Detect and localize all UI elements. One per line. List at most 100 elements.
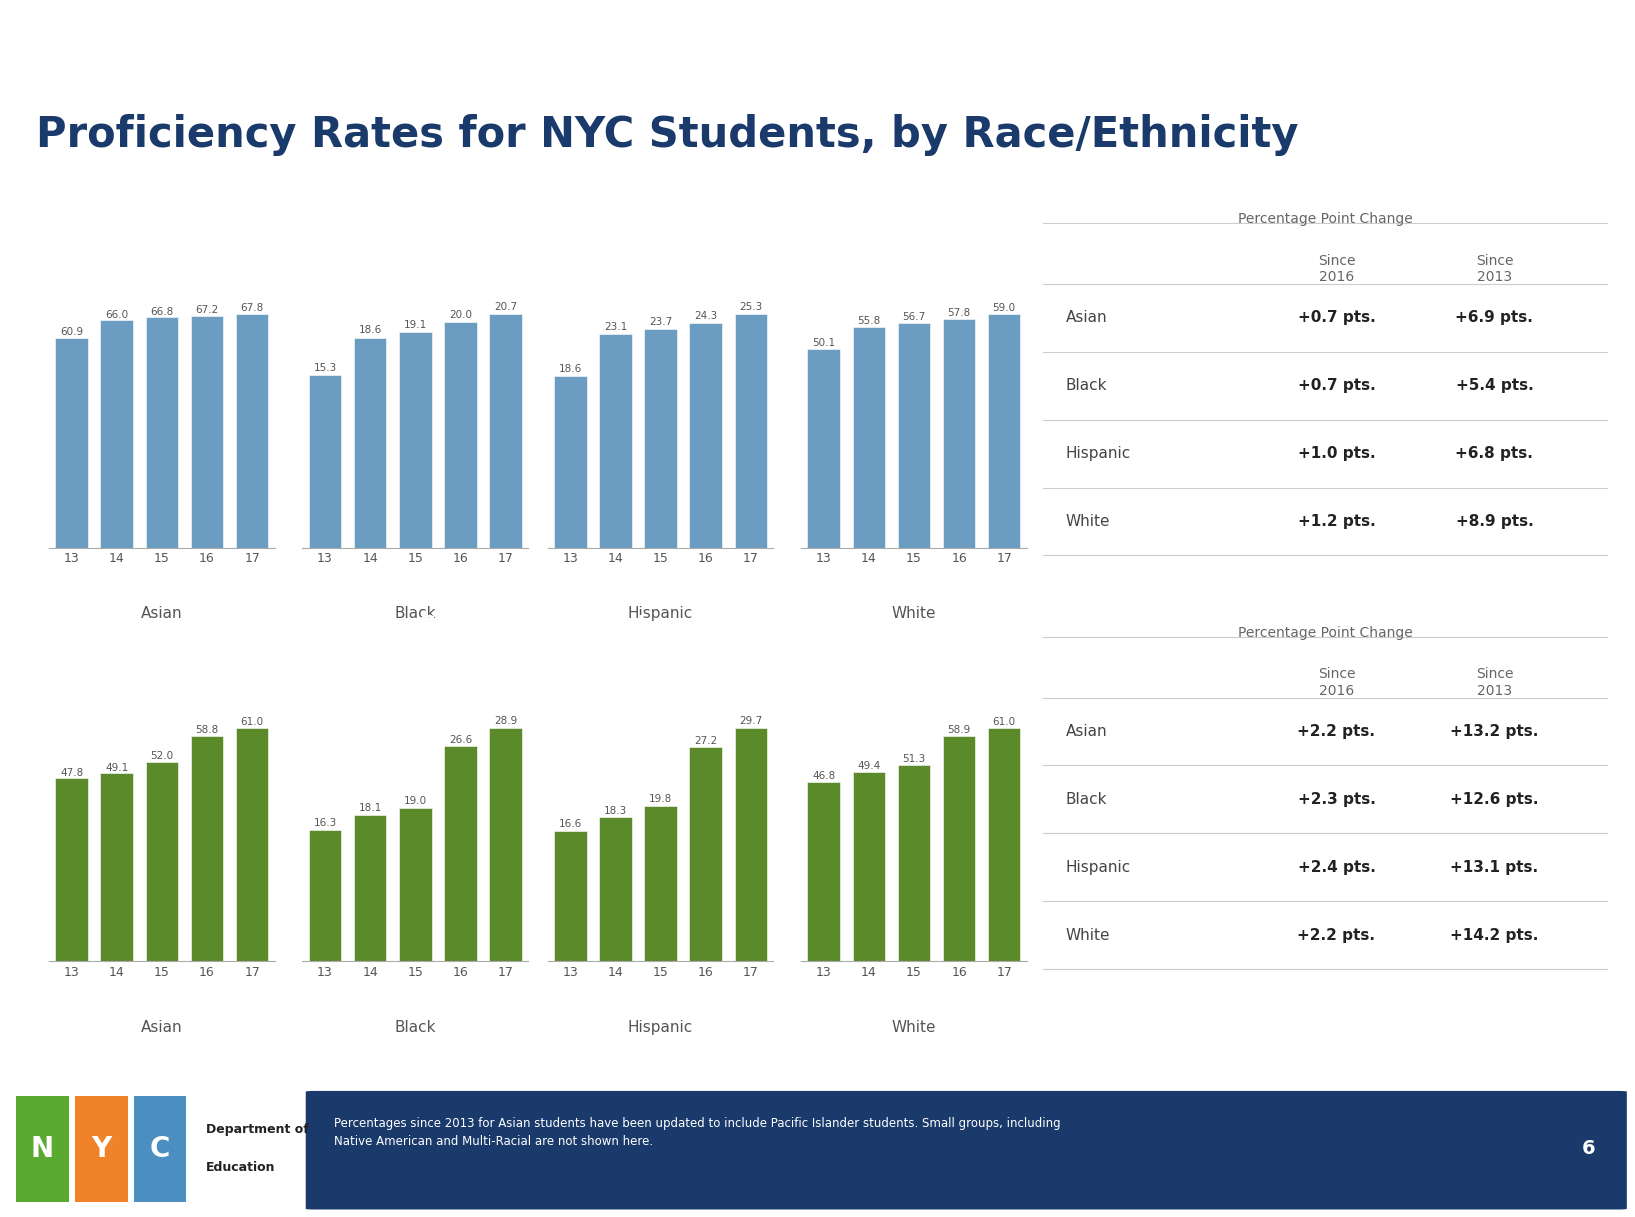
Text: 28.9: 28.9 [494,716,517,727]
Text: Since
2013: Since 2013 [1476,253,1512,284]
Text: Grades 3-8 English: Grades 3-8 English [417,615,654,635]
Bar [554,376,587,548]
Text: White: White [891,1020,937,1034]
Text: +5.4 pts.: +5.4 pts. [1455,378,1534,393]
Text: 16.6: 16.6 [559,819,582,829]
Text: 67.8: 67.8 [240,303,263,313]
Text: N: N [31,1134,54,1163]
Bar [808,349,840,548]
Text: Percentages since 2013 for Asian students have been updated to include Pacific I: Percentages since 2013 for Asian student… [334,1117,1059,1148]
Text: Department of: Department of [206,1123,309,1137]
Text: 16.3: 16.3 [314,818,337,828]
Text: 67.2: 67.2 [195,305,219,315]
Text: Since
2013: Since 2013 [1476,667,1512,697]
Text: 15.3: 15.3 [314,363,337,372]
Bar [100,320,132,548]
Text: 25.3: 25.3 [739,302,762,312]
Text: Since
2016: Since 2016 [1318,667,1355,697]
Text: 19.0: 19.0 [404,796,427,806]
FancyBboxPatch shape [306,1090,1627,1210]
Bar [489,314,522,548]
Text: 50.1: 50.1 [813,338,835,348]
Bar [235,314,268,548]
Text: Black: Black [1066,792,1107,807]
Text: 52.0: 52.0 [150,751,173,762]
Bar [309,375,342,548]
Bar [146,318,178,548]
Text: Proficiency Rates for NYC Students, by Race/Ethnicity: Proficiency Rates for NYC Students, by R… [36,113,1298,156]
Text: 60.9: 60.9 [60,327,83,337]
Bar [734,728,767,961]
Bar [399,332,432,548]
Text: 18.6: 18.6 [559,364,582,374]
FancyBboxPatch shape [16,1095,69,1202]
Bar [353,815,386,961]
Text: Asian: Asian [141,606,183,621]
Text: 46.8: 46.8 [813,772,835,781]
Text: 24.3: 24.3 [693,312,718,321]
Text: 49.4: 49.4 [857,762,881,772]
Bar [399,808,432,961]
Bar [445,746,477,961]
FancyBboxPatch shape [75,1095,128,1202]
Text: White: White [1066,927,1110,943]
Text: +2.4 pts.: +2.4 pts. [1298,860,1375,875]
Bar [852,773,885,961]
Text: +14.2 pts.: +14.2 pts. [1450,927,1539,943]
Text: +6.9 pts.: +6.9 pts. [1455,310,1534,325]
Text: 23.1: 23.1 [603,323,628,332]
Text: 55.8: 55.8 [857,316,881,326]
Text: Black: Black [394,606,437,621]
Text: 59.0: 59.0 [992,303,1015,313]
Bar [445,321,477,548]
Text: 20.7: 20.7 [494,302,517,312]
Text: +6.8 pts.: +6.8 pts. [1455,447,1534,461]
Text: +2.3 pts.: +2.3 pts. [1298,792,1375,807]
Bar [943,736,976,961]
Text: 61.0: 61.0 [992,717,1015,727]
Bar [598,335,631,548]
Text: 18.1: 18.1 [358,803,383,813]
Text: Education: Education [206,1161,276,1174]
Text: Since
2016: Since 2016 [1318,253,1355,284]
Text: 27.2: 27.2 [693,736,718,746]
Text: 19.8: 19.8 [649,793,672,804]
Text: +13.1 pts.: +13.1 pts. [1450,860,1539,875]
Text: +0.7 pts.: +0.7 pts. [1298,378,1375,393]
Text: 18.3: 18.3 [603,806,628,815]
Text: +8.9 pts.: +8.9 pts. [1455,514,1534,529]
Text: +1.0 pts.: +1.0 pts. [1298,447,1375,461]
Text: 66.8: 66.8 [150,307,173,316]
Bar [56,779,88,961]
Text: +12.6 pts.: +12.6 pts. [1450,792,1539,807]
Text: Hispanic: Hispanic [1066,447,1131,461]
Bar [235,728,268,961]
Text: 26.6: 26.6 [448,735,473,745]
Text: +13.2 pts.: +13.2 pts. [1450,724,1539,739]
Text: Hispanic: Hispanic [628,1020,693,1034]
Text: 23.7: 23.7 [649,316,672,327]
Text: Hispanic: Hispanic [1066,860,1131,875]
Bar [100,773,132,961]
Text: White: White [1066,514,1110,529]
Bar [191,316,224,548]
Text: Y: Y [92,1134,111,1163]
Text: 20.0: 20.0 [450,309,473,320]
Text: 47.8: 47.8 [60,768,83,778]
Bar [808,783,840,961]
Text: +0.7 pts.: +0.7 pts. [1298,310,1375,325]
Bar [309,830,342,961]
Bar [191,736,224,961]
Text: 66.0: 66.0 [105,309,128,320]
Text: 58.8: 58.8 [195,725,219,735]
Bar [353,337,386,548]
FancyBboxPatch shape [134,1095,186,1202]
Text: Asian: Asian [1066,724,1107,739]
Text: 6: 6 [1583,1139,1596,1159]
Text: 19.1: 19.1 [404,320,427,330]
Text: 56.7: 56.7 [903,313,925,323]
Bar [988,314,1020,548]
Text: +1.2 pts.: +1.2 pts. [1298,514,1375,529]
Text: Percentage Point Change: Percentage Point Change [1238,626,1413,640]
Bar [598,818,631,961]
